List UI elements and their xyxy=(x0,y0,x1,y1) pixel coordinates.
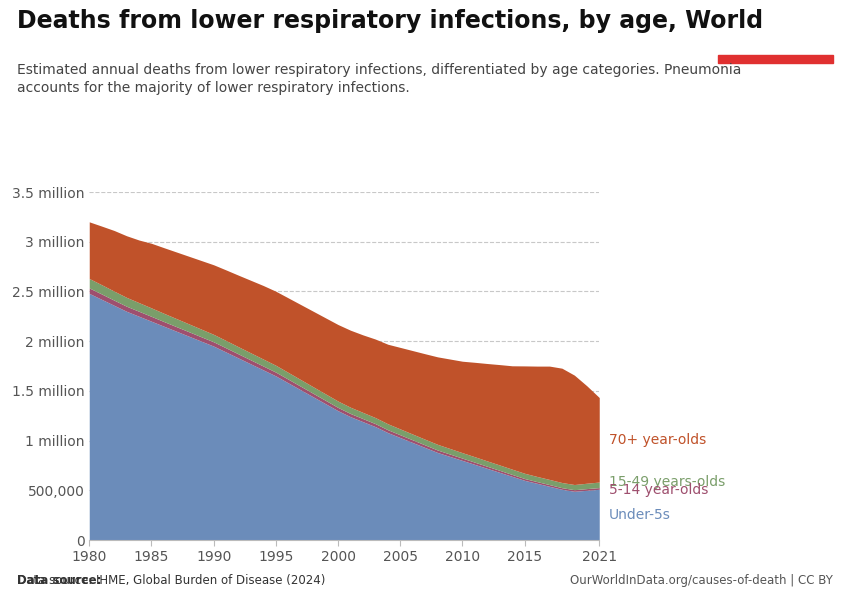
Text: Deaths from lower respiratory infections, by age, World: Deaths from lower respiratory infections… xyxy=(17,9,763,33)
Text: Data source:: Data source: xyxy=(17,574,101,587)
Text: 15-49 years-olds: 15-49 years-olds xyxy=(609,475,725,489)
Text: Our World: Our World xyxy=(746,19,805,29)
Text: OurWorldInData.org/causes-of-death | CC BY: OurWorldInData.org/causes-of-death | CC … xyxy=(570,574,833,587)
Text: in Data: in Data xyxy=(755,37,796,47)
Bar xyxy=(718,55,833,63)
Text: 5-14 year-olds: 5-14 year-olds xyxy=(609,484,709,497)
Text: Estimated annual deaths from lower respiratory infections, differentiated by age: Estimated annual deaths from lower respi… xyxy=(17,63,741,95)
Text: Under-5s: Under-5s xyxy=(609,508,672,521)
Text: 70+ year-olds: 70+ year-olds xyxy=(609,433,706,447)
Text: Data source: IHME, Global Burden of Disease (2024): Data source: IHME, Global Burden of Dise… xyxy=(17,574,326,587)
